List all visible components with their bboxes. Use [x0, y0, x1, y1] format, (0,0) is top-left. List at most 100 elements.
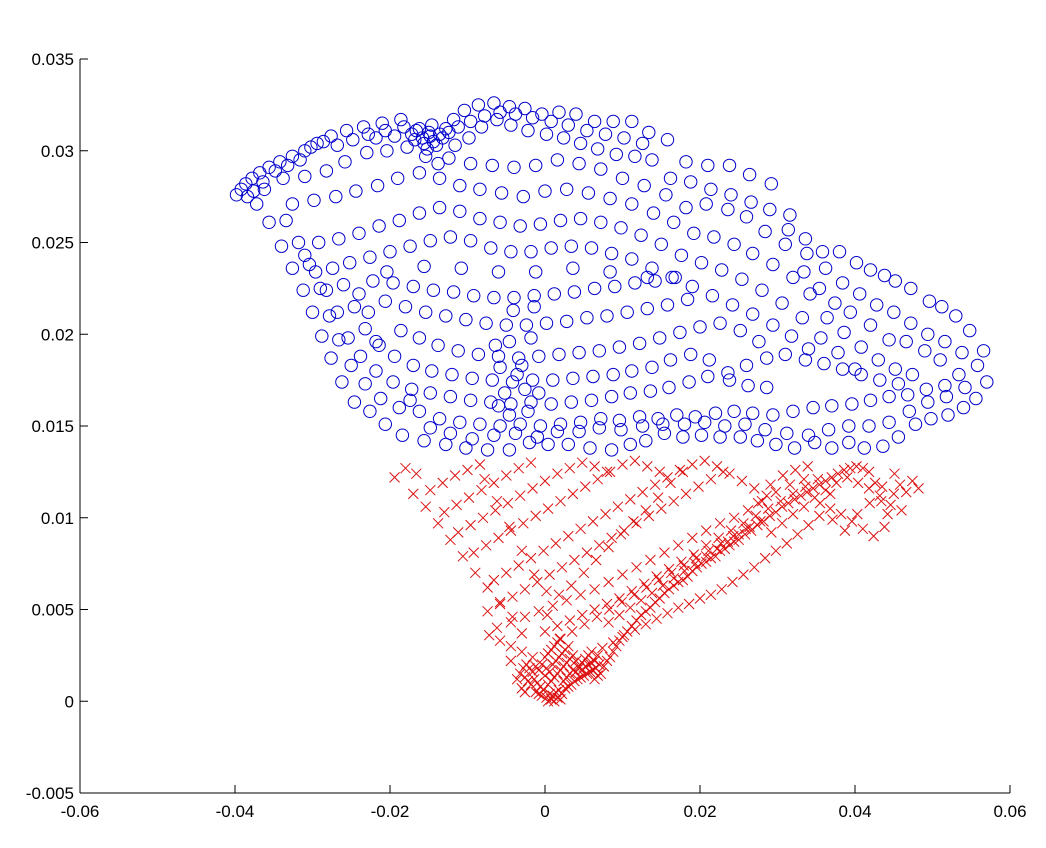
- scatter-point-x: [607, 646, 619, 658]
- scatter-point-circle: [250, 197, 264, 211]
- scatter-point-x: [618, 629, 630, 641]
- scatter-point-circle: [507, 160, 521, 175]
- scatter-point-circle: [645, 153, 659, 167]
- scatter-point-circle: [392, 400, 406, 415]
- scatter-point-circle: [766, 318, 780, 332]
- scatter-point-circle: [784, 329, 799, 343]
- scatter-point-circle: [704, 182, 718, 197]
- scatter-point-x: [651, 571, 662, 582]
- scatter-point-circle: [645, 261, 659, 275]
- scatter-point-circle: [335, 375, 349, 389]
- scatter-point-circle: [617, 131, 631, 145]
- scatter-point-circle: [783, 208, 797, 222]
- scatter-point-x: [536, 690, 548, 702]
- scatter-point-circle: [473, 182, 487, 197]
- scatter-point-circle: [370, 178, 385, 193]
- scatter-point-circle: [722, 373, 737, 387]
- scatter-point-circle: [400, 140, 414, 154]
- scatter-point-x: [539, 626, 551, 637]
- scatter-point-circle: [742, 167, 757, 182]
- scatter-point-circle: [446, 112, 461, 127]
- scatter-point-circle: [521, 404, 535, 418]
- scatter-point-x: [507, 591, 518, 603]
- scatter-point-circle: [535, 107, 549, 121]
- scatter-point-x: [603, 604, 615, 615]
- scatter-point-circle: [645, 360, 659, 374]
- scatter-point-circle: [787, 441, 802, 455]
- scatter-point-x: [533, 688, 545, 700]
- axes: -0.06 -0.04 -0.02 0 0.02 0.04 0.06 -0.005 0 0.005…: [26, 50, 1027, 821]
- scatter-point-x: [604, 466, 616, 478]
- scatter-point-circle: [560, 314, 574, 329]
- scatter-point-circle: [550, 153, 565, 167]
- scatter-point-circle: [324, 129, 338, 143]
- scatter-point-circle: [604, 389, 619, 404]
- scatter-point-x: [641, 461, 653, 472]
- scatter-point-circle: [612, 340, 627, 354]
- scatter-point-circle: [800, 246, 814, 261]
- scatter-point-x: [538, 545, 549, 557]
- scatter-point-x: [777, 470, 789, 481]
- scatter-point-x: [680, 488, 692, 500]
- scatter-point-circle: [372, 338, 386, 352]
- scatter-point-x: [476, 484, 487, 496]
- scatter-point-circle: [746, 406, 760, 420]
- scatter-point-circle: [775, 296, 789, 310]
- scatter-point-circle: [304, 140, 318, 154]
- scatter-point-x: [449, 470, 461, 481]
- scatter-point-x: [573, 662, 585, 674]
- scatter-point-circle: [713, 316, 727, 330]
- scatter-point-circle: [643, 384, 658, 398]
- scatter-point-x: [539, 475, 551, 487]
- scatter-point-circle: [901, 388, 915, 402]
- scatter-point-x: [727, 576, 738, 588]
- scatter-point-x: [513, 462, 525, 474]
- scatter-point-circle: [499, 318, 513, 332]
- scatter-point-circle: [922, 294, 937, 308]
- scatter-point-x: [802, 461, 814, 472]
- scatter-point-circle: [332, 333, 346, 347]
- y-tick-label: 0.035: [31, 50, 74, 69]
- scatter-point-circle: [684, 347, 698, 362]
- scatter-point-x: [601, 466, 613, 478]
- scatter-point-x: [789, 464, 801, 476]
- scatter-point-x: [579, 618, 590, 630]
- scatter-point-x: [533, 605, 545, 617]
- scatter-point-x: [629, 624, 641, 636]
- scatter-point-x: [407, 488, 419, 500]
- scatter-point-x: [645, 554, 656, 566]
- scatter-point-circle: [843, 305, 857, 319]
- scatter-point-x: [691, 561, 703, 573]
- scatter-point-x: [586, 657, 597, 669]
- scatter-point-x: [659, 547, 670, 558]
- scatter-point-x: [519, 611, 531, 623]
- scatter-point-circle: [941, 408, 955, 422]
- scatter-point-x: [603, 541, 614, 553]
- scatter-point-circle: [419, 149, 433, 164]
- scatter-point-x: [643, 510, 655, 522]
- scatter-point-circle: [680, 292, 695, 307]
- scatter-point-x: [626, 585, 638, 597]
- scatter-point-circle: [825, 441, 839, 455]
- scatter-point-circle: [296, 283, 310, 297]
- scatter-point-circle: [552, 347, 566, 362]
- scatter-point-circle: [842, 435, 856, 450]
- scatter-point-circle: [660, 298, 675, 312]
- scatter-point-circle: [493, 360, 507, 374]
- scatter-point-x: [824, 503, 836, 514]
- scatter-point-circle: [446, 285, 461, 299]
- scatter-point-x: [567, 664, 579, 676]
- scatter-point-circle: [344, 358, 358, 373]
- scatter-point-circle: [694, 256, 709, 270]
- scatter-point-x: [556, 561, 568, 573]
- scatter-point-circle: [454, 261, 468, 275]
- scatter-point-circle: [817, 356, 831, 371]
- scatter-point-circle: [708, 406, 723, 420]
- scatter-point-circle: [465, 432, 479, 446]
- scatter-point-circle: [432, 171, 447, 186]
- scatter-point-x: [683, 598, 695, 610]
- scatter-point-x: [477, 512, 489, 524]
- scatter-point-circle: [705, 289, 720, 303]
- scatter-point-x: [770, 545, 782, 557]
- scatter-point-x: [750, 510, 762, 522]
